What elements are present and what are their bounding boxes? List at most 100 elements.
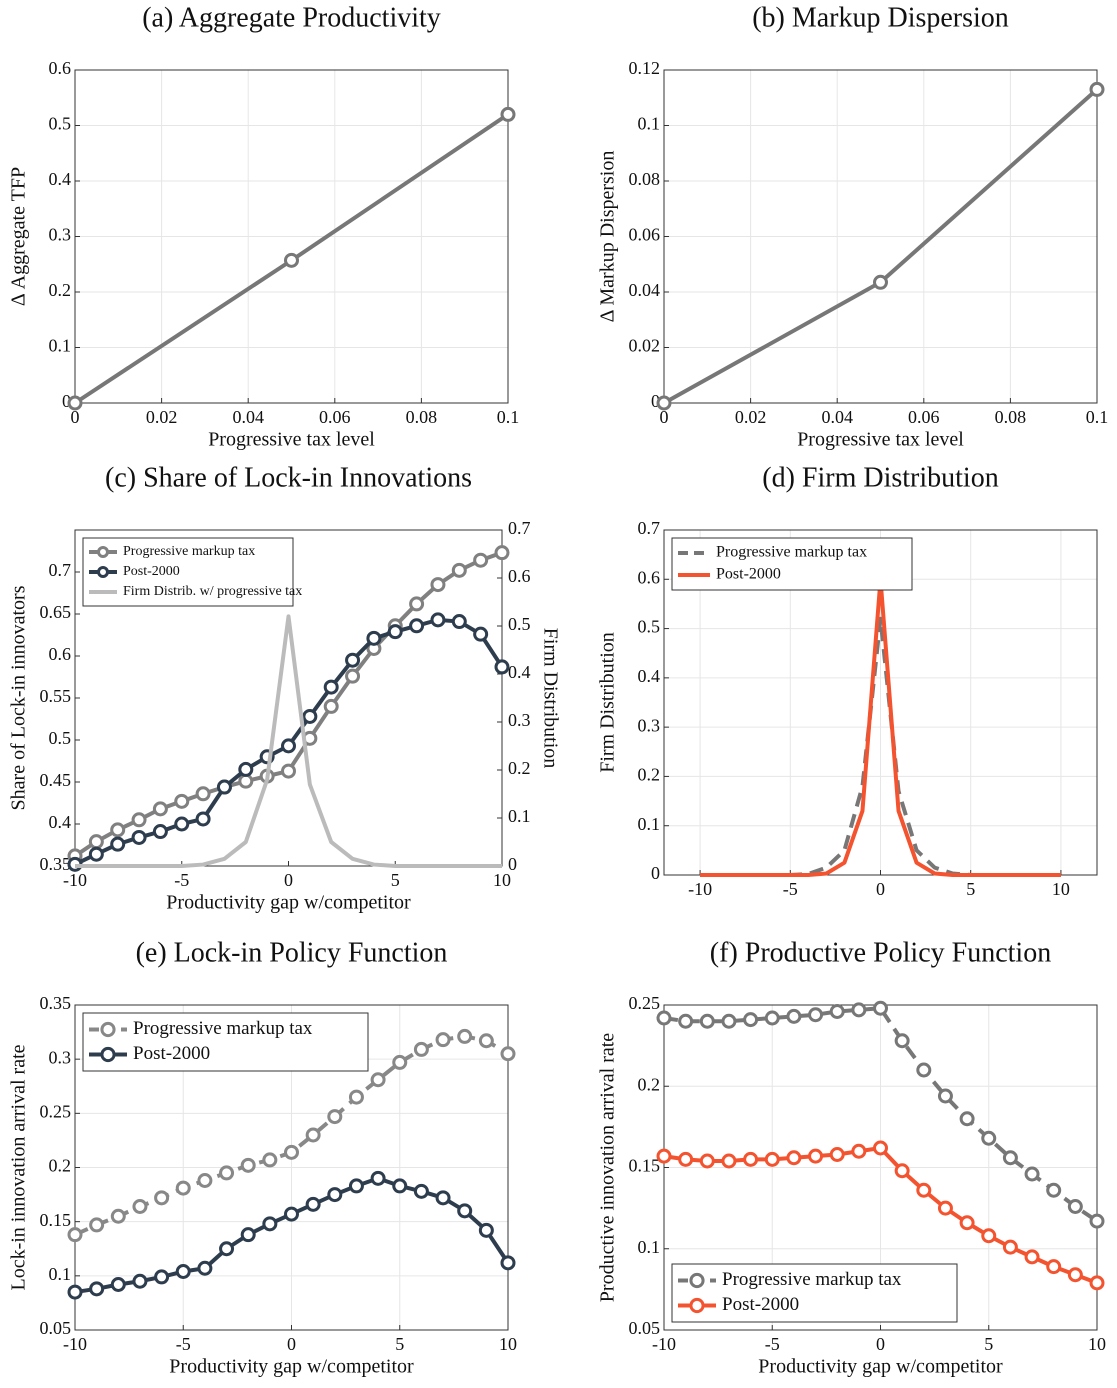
y-tick-label: 0.2 — [638, 1074, 661, 1094]
y-tick-label: 0.12 — [629, 58, 661, 78]
marker — [89, 1281, 105, 1297]
legend-marker — [689, 1297, 705, 1314]
marker — [302, 708, 318, 724]
y-tick-label: 0.2 — [49, 280, 72, 300]
marker — [478, 1222, 494, 1238]
x-tick-label: 0 — [876, 879, 885, 899]
y-tick-label: 0.15 — [40, 1210, 72, 1230]
marker — [959, 1111, 975, 1127]
marker — [240, 1157, 256, 1173]
y2-tick-label: 0.6 — [508, 566, 531, 586]
x-tick-label: 0 — [284, 870, 293, 890]
y2-axis-label: Firm Distribution — [539, 628, 561, 769]
marker — [494, 545, 510, 561]
marker — [500, 106, 516, 122]
marker — [174, 816, 190, 832]
legend-label: Post-2000 — [123, 564, 180, 579]
marker — [110, 822, 126, 838]
panel: -10 -5 0 5 10 0.05 0.1 0.15 0.2 0.25 (f) Productiv… — [597, 937, 1106, 1377]
x-tick-label: 0.04 — [232, 407, 264, 427]
y-tick-label: 0.7 — [49, 560, 72, 580]
x-tick-label: -10 — [63, 1334, 87, 1354]
marker — [451, 614, 467, 630]
y-tick-label: 0.5 — [49, 728, 72, 748]
panel: -10 -5 0 5 10 0.05 0.1 0.15 0.2 0.25 0.3 0.35 (e) Lo… — [8, 937, 517, 1377]
x-axis-label: Productivity gap w/competitor — [169, 1356, 414, 1378]
marker — [1089, 81, 1105, 97]
marker — [219, 1241, 235, 1257]
legend-label: Firm Distrib. w/ progressive tax — [123, 584, 302, 599]
x-tick-label: 0 — [660, 407, 669, 427]
marker — [1067, 1267, 1083, 1283]
legend-box — [671, 537, 913, 591]
marker — [1089, 1213, 1105, 1229]
axes-box — [74, 1004, 509, 1331]
marker — [786, 1150, 802, 1166]
marker — [435, 1190, 451, 1206]
panel: 0 0.02 0.04 0.06 0.08 0.1 0 0.02 0.04 0.06 0.08 0.1… — [597, 2, 1109, 450]
legend-marker — [100, 1046, 116, 1063]
marker — [851, 1002, 867, 1018]
marker — [699, 1153, 715, 1169]
y-tick-label: 0.5 — [49, 114, 72, 134]
legend-box — [82, 537, 294, 607]
y-tick-label: 0.02 — [629, 336, 661, 356]
x-tick-label: 0 — [71, 407, 80, 427]
marker — [131, 812, 147, 828]
marker — [281, 763, 296, 779]
marker — [916, 1182, 932, 1198]
marker — [1046, 1259, 1062, 1275]
y-tick-label: 0.1 — [638, 1237, 661, 1257]
x-tick-label: 10 — [1088, 1334, 1106, 1354]
x-axis-label: Progressive tax level — [797, 429, 964, 451]
marker — [721, 1013, 737, 1029]
marker — [392, 1178, 408, 1194]
marker — [916, 1062, 932, 1078]
y-tick-label: 0.08 — [629, 169, 661, 189]
y-tick-label: 0.04 — [629, 280, 661, 300]
y-tick-label: 0.25 — [40, 1101, 72, 1121]
legend-box — [671, 1263, 958, 1323]
marker — [88, 834, 104, 850]
legend-label: Progressive markup tax — [716, 544, 867, 561]
y2-tick-label: 0.3 — [508, 710, 531, 730]
marker — [216, 779, 232, 795]
y2-tick-label: 0.4 — [508, 662, 531, 682]
marker — [154, 1269, 170, 1285]
marker — [1002, 1150, 1018, 1166]
marker — [175, 1180, 191, 1196]
marker — [345, 668, 361, 684]
y-tick-label: 0.1 — [638, 814, 661, 834]
marker — [430, 577, 446, 593]
x-tick-label: 10 — [1052, 879, 1070, 899]
marker — [348, 1178, 364, 1194]
x-tick-label: 0 — [876, 1334, 885, 1354]
y2-tick-label: 0.2 — [508, 758, 531, 778]
y-tick-label: 0.6 — [638, 567, 661, 587]
legend-marker — [689, 1272, 705, 1289]
marker — [132, 1199, 148, 1214]
marker — [240, 1227, 256, 1243]
x-axis-label: Progressive tax level — [208, 429, 375, 451]
y-axis-label: Share of Lock-in innovators — [8, 585, 30, 810]
y-axis-label: Δ Aggregate TFP — [8, 167, 30, 306]
legend-label: Progressive markup tax — [133, 1018, 313, 1039]
marker — [786, 1008, 802, 1024]
y-tick-label: 0.1 — [49, 1264, 72, 1284]
y-tick-label: 0.3 — [49, 1047, 72, 1067]
y-tick-label: 0.15 — [629, 1156, 661, 1176]
x-tick-label: 0.1 — [497, 407, 520, 427]
y-tick-label: 0.35 — [40, 993, 72, 1013]
marker — [894, 1033, 910, 1049]
y2-tick-label: 0.7 — [508, 518, 531, 538]
marker — [284, 252, 299, 268]
y-tick-label: 0 — [62, 391, 71, 411]
y-tick-label: 0 — [651, 863, 660, 883]
marker — [808, 1007, 824, 1023]
chart-title: (c) Share of Lock-in Innovations — [105, 462, 472, 493]
marker — [67, 1284, 83, 1300]
marker — [88, 846, 104, 862]
y-axis-label: Firm Distribution — [597, 632, 619, 773]
x-tick-label: 0.06 — [319, 407, 351, 427]
